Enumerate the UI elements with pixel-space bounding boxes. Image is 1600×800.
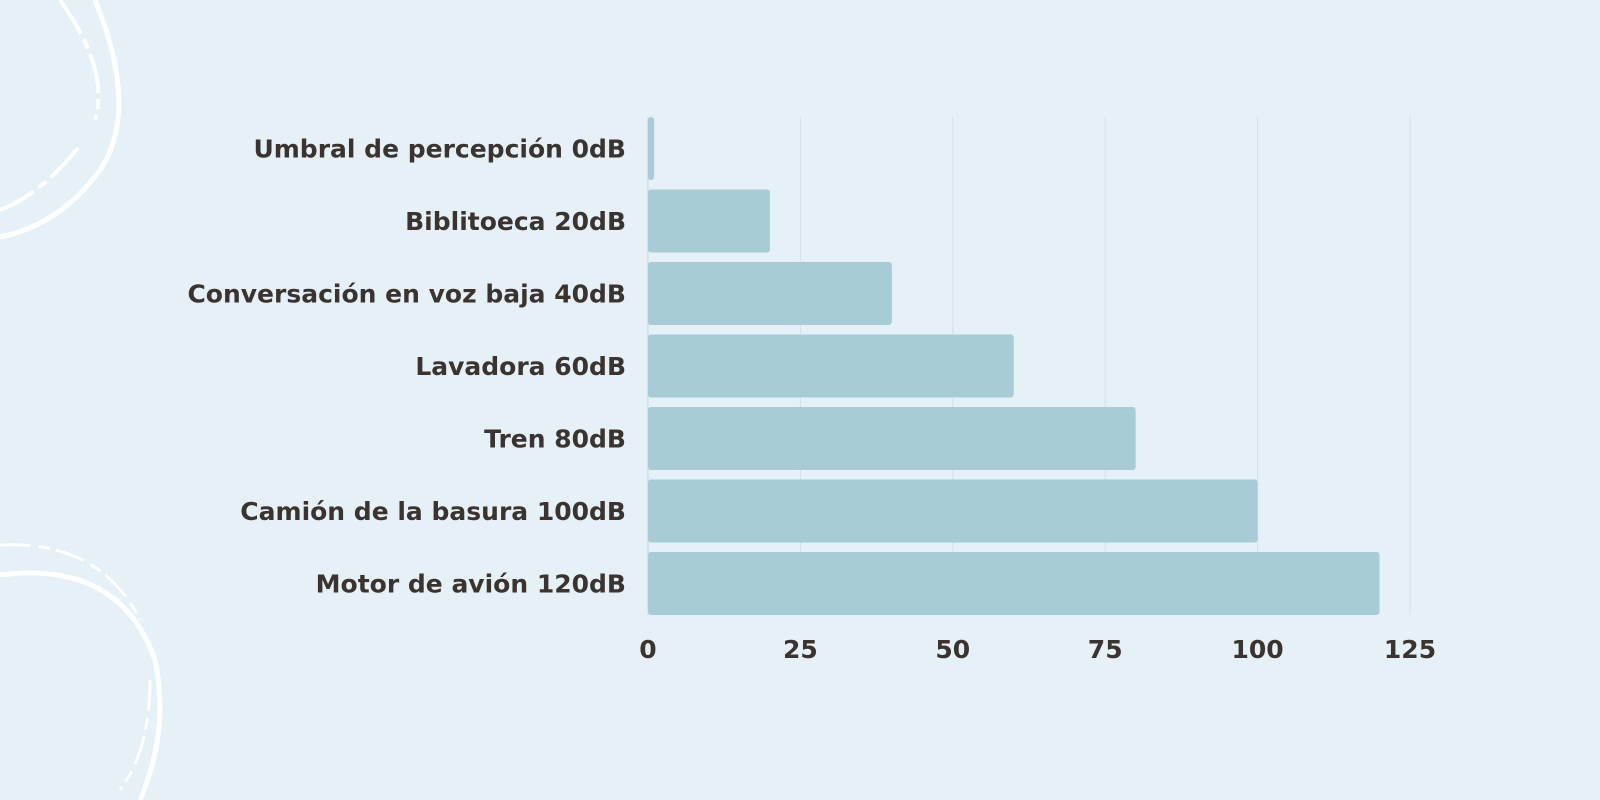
bar [648, 552, 1380, 615]
x-tick-label: 25 [783, 635, 818, 664]
category-label: Biblitoeca 20dB [405, 207, 626, 236]
category-label: Tren 80dB [484, 425, 626, 454]
bar [648, 479, 1258, 543]
bar [648, 117, 655, 180]
category-label: Motor de avión 120dB [316, 570, 626, 599]
x-tick-label: 75 [1088, 635, 1123, 664]
decorative-circles [0, 0, 163, 800]
decorative-circle-bottom-inner [0, 543, 152, 791]
bar [648, 407, 1136, 470]
x-tick-label: 0 [639, 635, 656, 664]
bar [648, 262, 892, 325]
decorative-circle-top-outer [0, 0, 122, 240]
category-label: Conversación en voz baja 40dB [187, 280, 626, 309]
category-label: Camión de la basura 100dB [240, 497, 626, 526]
decorative-circle-bottom-outer [0, 570, 163, 800]
bar [648, 189, 770, 253]
x-tick-label: 50 [935, 635, 970, 664]
x-tick-label: 100 [1232, 635, 1284, 664]
category-label: Umbral de percepción 0dB [253, 135, 626, 164]
bar [648, 334, 1014, 398]
category-label: Lavadora 60dB [415, 352, 626, 381]
x-tick-label: 125 [1384, 635, 1436, 664]
decorative-circle-top-inner [0, 0, 101, 212]
